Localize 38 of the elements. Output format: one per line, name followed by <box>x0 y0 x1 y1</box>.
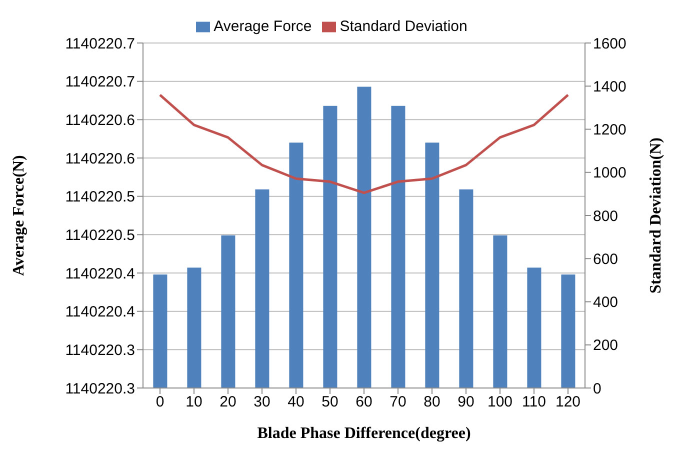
y2-tick-label: 400 <box>593 294 618 312</box>
x-tick-label: 90 <box>458 394 474 411</box>
y-axis-title: Average Force(N) <box>10 155 28 276</box>
y-tick-label: 1140220.5 <box>65 226 135 244</box>
y2-tick-label: 0 <box>593 380 602 398</box>
x-tick-label: 110 <box>522 394 546 411</box>
y-tick-label: 1140220.6 <box>65 150 135 168</box>
x-tick-label: 120 <box>555 394 581 411</box>
y-tick-label: 1140220.6 <box>65 112 135 129</box>
x-tick-label: 70 <box>390 394 406 411</box>
y-tick-label: 1140220.3 <box>65 380 135 398</box>
y-tick-label: 1140220.5 <box>65 188 135 206</box>
x-tick-label: 10 <box>186 394 202 411</box>
legend-label: Average Force <box>214 18 312 35</box>
y2-tick-label: 200 <box>593 337 618 354</box>
y-tick-label: 1140220.4 <box>65 304 135 321</box>
x-tick-label: 80 <box>424 394 440 411</box>
y-tick-label: 1140220.3 <box>65 342 135 359</box>
y-tick-label: 1140220.4 <box>65 265 135 282</box>
y2-tick-label: 1400 <box>593 78 626 96</box>
y-tick-label: 1140220.7 <box>65 74 135 91</box>
y2-tick-label: 800 <box>593 208 618 225</box>
y2-tick-label: 1200 <box>593 122 626 139</box>
y2-tick-label: 1600 <box>593 35 626 52</box>
y-tick-label: 1140220.7 <box>65 35 135 52</box>
x-tick-label: 40 <box>288 394 304 411</box>
x-tick-label: 0 <box>156 394 164 411</box>
y2-tick-label: 1000 <box>593 164 626 182</box>
y2-tick-label: 600 <box>593 250 618 268</box>
line-series <box>158 94 570 194</box>
x-axis-title: Blade Phase Difference(degree) <box>257 425 471 442</box>
x-tick-label: 100 <box>487 394 513 411</box>
x-tick-label: 60 <box>356 394 372 411</box>
y2-axis-title: Standard Deviation(N) <box>648 137 665 294</box>
x-tick-label: 50 <box>322 394 338 411</box>
legend-label: Standard Deviation <box>340 18 468 35</box>
x-tick-label: 30 <box>254 394 270 411</box>
x-tick-label: 20 <box>220 394 236 411</box>
